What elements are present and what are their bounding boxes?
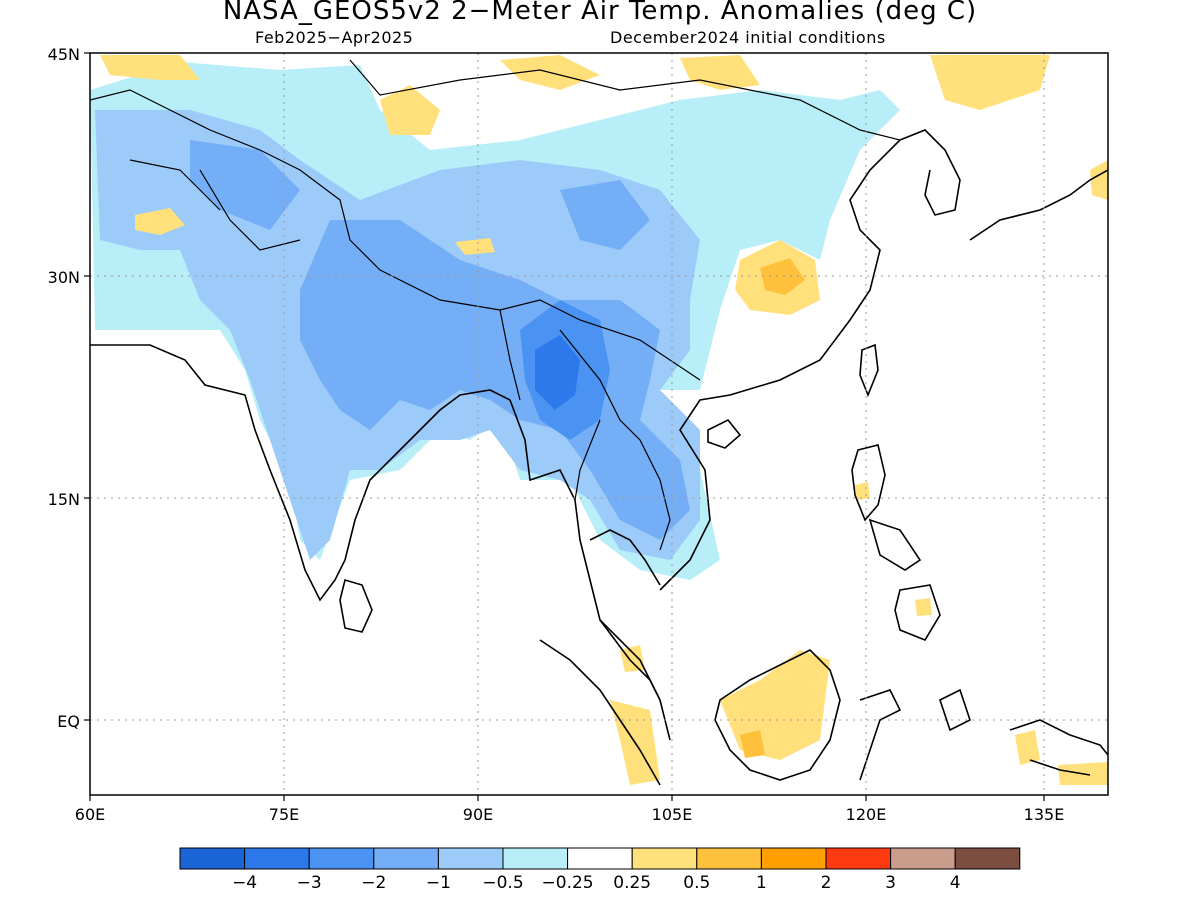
malaya-coastline — [599, 619, 661, 701]
halmahera-coastline — [939, 688, 971, 732]
china-coastline — [729, 139, 901, 396]
vietnam-coastline — [659, 394, 731, 591]
indochina-coastline — [509, 399, 671, 741]
colorbar-label: 2 — [821, 873, 832, 893]
lon-label-75e: 75E — [269, 805, 299, 824]
colorbar-swatch — [696, 847, 762, 870]
colorbar-swatch — [373, 847, 439, 870]
colorbar-swatch — [502, 847, 569, 870]
colorbar-swatch — [179, 847, 246, 870]
map-frame — [89, 52, 1109, 796]
colorbar-label: 4 — [950, 873, 961, 893]
forecast-period: Feb2025−Apr2025 — [255, 28, 414, 47]
colorbar-swatch — [567, 847, 633, 870]
hainan-coastline — [707, 418, 742, 449]
colorbar-label: 0.5 — [683, 873, 710, 893]
warm-area-japan — [1090, 160, 1108, 200]
graticule — [90, 53, 1108, 795]
korea-coastline — [899, 129, 961, 216]
borders-southeast-asia — [499, 309, 671, 551]
warm-area-tibet — [380, 85, 440, 135]
colorbar-label: −0.5 — [482, 873, 523, 893]
sumatra-coastline — [539, 639, 661, 786]
warm-area-sulawesi — [1015, 730, 1040, 765]
lon-label-120e: 120E — [846, 805, 887, 824]
initial-conditions: December2024 initial conditions — [610, 28, 886, 47]
colorbar-label: 0.25 — [613, 873, 651, 893]
warm-area-china-core — [760, 258, 805, 295]
colorbar-swatch — [308, 847, 375, 870]
warm-area-manchuria — [930, 55, 1050, 110]
warm-area-kazakh — [100, 55, 200, 80]
mindanao-coastline — [894, 584, 941, 641]
lon-label-60e: 60E — [75, 805, 105, 824]
anomaly-fields — [90, 55, 1108, 785]
colorbar-label: −3 — [297, 873, 322, 893]
colorbar: −4 −3 −2 −1 −0.5 −0.25 0.25 0.5 1 2 3 4 — [179, 847, 1021, 893]
colorbar-swatch — [631, 847, 698, 870]
map-title: NASA_GEOS5v2 2−Meter Air Temp. Anomalies… — [222, 0, 978, 26]
lat-label-eq: EQ — [57, 712, 80, 731]
visayas-coastline — [868, 518, 922, 571]
warm-area-luzon — [855, 482, 870, 500]
coastlines — [90, 59, 1108, 786]
lon-label-90e: 90E — [463, 805, 493, 824]
colorbar-swatch — [437, 847, 504, 870]
luzon-coastline — [851, 444, 886, 522]
gulf-thailand-coastline — [589, 529, 661, 586]
colorbar-label: 3 — [885, 873, 896, 893]
lat-label-15n: 15N — [48, 490, 80, 509]
lat-label-45n: 45N — [48, 45, 80, 64]
colorbar-swatch — [760, 847, 827, 870]
lat-label-30n: 30N — [48, 268, 80, 287]
colorbar-swatch — [954, 847, 1021, 870]
colorbar-label: −1 — [426, 873, 451, 893]
warm-area-afghan — [135, 208, 185, 235]
colorbar-label: −2 — [361, 873, 386, 893]
srilanka-coastline — [339, 578, 373, 633]
borneo-coastline — [714, 649, 841, 781]
borders-central-asia — [90, 59, 901, 381]
colorbar-label: −4 — [232, 873, 257, 893]
warm-area-borneo — [720, 650, 830, 760]
deepestblue-anomaly-area — [535, 335, 580, 410]
lon-label-135e: 135E — [1024, 805, 1065, 824]
warm-area-borneo-core — [740, 730, 765, 758]
warm-area-mindanao — [915, 598, 932, 616]
india-coastline — [90, 344, 511, 602]
sulawesi-coastline — [859, 689, 902, 781]
colorbar-label: 1 — [756, 873, 767, 893]
japan-coastline — [969, 169, 1108, 241]
colorbar-swatch — [825, 847, 892, 870]
warm-area-malaya — [620, 645, 645, 672]
colorbar-label: −0.25 — [542, 873, 594, 893]
midblue-anomaly-area — [300, 220, 690, 540]
colorbar-swatch — [890, 847, 956, 870]
axis-ticks — [84, 52, 1045, 801]
warm-area-mongolia — [680, 55, 760, 90]
lon-label-105e: 105E — [652, 805, 693, 824]
taiwan-coastline — [859, 343, 879, 398]
warm-area-plateau — [455, 238, 495, 255]
midblue-anomaly-area-3 — [560, 180, 650, 250]
newguinea-coastline — [1009, 719, 1108, 776]
colorbar-swatch — [244, 847, 310, 870]
